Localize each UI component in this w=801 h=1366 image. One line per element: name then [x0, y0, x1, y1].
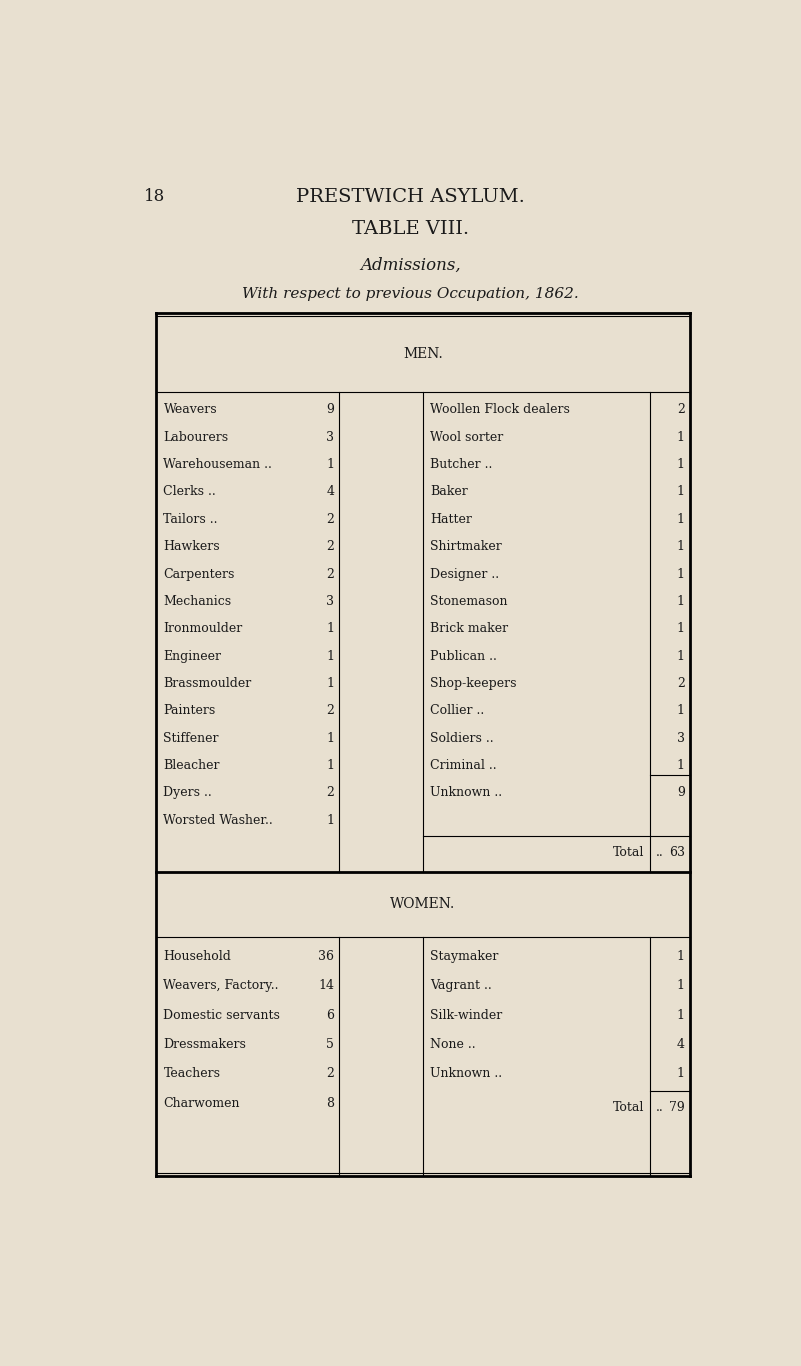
Text: Weavers: Weavers	[163, 403, 217, 417]
Text: Hawkers: Hawkers	[163, 540, 220, 553]
Text: Carpenters: Carpenters	[163, 567, 235, 581]
Text: 2: 2	[677, 678, 685, 690]
Text: Painters: Painters	[163, 705, 215, 717]
Text: 79: 79	[669, 1101, 685, 1113]
Text: 1: 1	[326, 458, 334, 471]
Text: PRESTWICH ASYLUM.: PRESTWICH ASYLUM.	[296, 189, 525, 206]
Text: Mechanics: Mechanics	[163, 594, 231, 608]
Text: Collier ..: Collier ..	[430, 705, 485, 717]
Text: Publican ..: Publican ..	[430, 650, 497, 663]
Text: Shop-keepers: Shop-keepers	[430, 678, 517, 690]
Text: Household: Household	[163, 949, 231, 963]
Text: TABLE VIII.: TABLE VIII.	[352, 220, 469, 238]
Text: Weavers, Factory..: Weavers, Factory..	[163, 979, 279, 992]
Text: Total: Total	[614, 1101, 645, 1113]
Text: Stiffener: Stiffener	[163, 732, 219, 744]
Text: 2: 2	[326, 1067, 334, 1081]
Text: Staymaker: Staymaker	[430, 949, 499, 963]
Text: Vagrant ..: Vagrant ..	[430, 979, 492, 992]
Text: Labourers: Labourers	[163, 430, 228, 444]
Text: Domestic servants: Domestic servants	[163, 1008, 280, 1022]
Text: 4: 4	[326, 485, 334, 499]
Text: Warehouseman ..: Warehouseman ..	[163, 458, 272, 471]
Text: Tailors ..: Tailors ..	[163, 512, 218, 526]
Text: Silk-winder: Silk-winder	[430, 1008, 502, 1022]
Text: ..: ..	[656, 847, 663, 859]
Text: 18: 18	[143, 189, 165, 205]
Text: Wool sorter: Wool sorter	[430, 430, 504, 444]
Text: 1: 1	[677, 705, 685, 717]
Text: 1: 1	[326, 678, 334, 690]
Text: 1: 1	[326, 814, 334, 826]
Text: Hatter: Hatter	[430, 512, 473, 526]
Text: Baker: Baker	[430, 485, 468, 499]
Text: 2: 2	[326, 567, 334, 581]
Text: 1: 1	[677, 1067, 685, 1081]
Text: 2: 2	[326, 540, 334, 553]
Text: 6: 6	[326, 1008, 334, 1022]
Text: 8: 8	[326, 1097, 334, 1111]
Text: Dyers ..: Dyers ..	[163, 787, 212, 799]
Text: Shirtmaker: Shirtmaker	[430, 540, 502, 553]
Text: 1: 1	[326, 650, 334, 663]
Text: 1: 1	[677, 594, 685, 608]
Text: Woollen Flock dealers: Woollen Flock dealers	[430, 403, 570, 417]
Text: Ironmoulder: Ironmoulder	[163, 623, 243, 635]
Text: Total: Total	[614, 847, 645, 859]
Text: 1: 1	[326, 732, 334, 744]
Text: 2: 2	[677, 403, 685, 417]
Text: 3: 3	[326, 594, 334, 608]
Text: Bleacher: Bleacher	[163, 759, 220, 772]
Text: Butcher ..: Butcher ..	[430, 458, 493, 471]
Text: 1: 1	[677, 1008, 685, 1022]
Text: 1: 1	[677, 567, 685, 581]
Text: With respect to previous Occupation, 1862.: With respect to previous Occupation, 186…	[242, 287, 579, 301]
Text: 3: 3	[326, 430, 334, 444]
Text: 1: 1	[677, 949, 685, 963]
Text: 1: 1	[677, 623, 685, 635]
Text: Teachers: Teachers	[163, 1067, 220, 1081]
Text: 36: 36	[318, 949, 334, 963]
Text: 1: 1	[677, 759, 685, 772]
Text: Engineer: Engineer	[163, 650, 221, 663]
Text: Soldiers ..: Soldiers ..	[430, 732, 494, 744]
Text: Criminal ..: Criminal ..	[430, 759, 497, 772]
Text: None ..: None ..	[430, 1038, 476, 1050]
Text: Designer ..: Designer ..	[430, 567, 500, 581]
Text: 1: 1	[677, 485, 685, 499]
Text: Dressmakers: Dressmakers	[163, 1038, 247, 1050]
Text: 63: 63	[669, 847, 685, 859]
Text: 9: 9	[677, 787, 685, 799]
Text: WOMEN.: WOMEN.	[390, 897, 456, 911]
Text: 1: 1	[677, 430, 685, 444]
Text: 3: 3	[677, 732, 685, 744]
Text: 1: 1	[677, 650, 685, 663]
Text: 2: 2	[326, 512, 334, 526]
Text: Clerks ..: Clerks ..	[163, 485, 216, 499]
Text: Worsted Washer..: Worsted Washer..	[163, 814, 273, 826]
Text: ..: ..	[656, 1101, 663, 1113]
Text: 5: 5	[326, 1038, 334, 1050]
Text: Brassmoulder: Brassmoulder	[163, 678, 252, 690]
Text: Unknown ..: Unknown ..	[430, 1067, 502, 1081]
Text: Unknown ..: Unknown ..	[430, 787, 502, 799]
Text: Stonemason: Stonemason	[430, 594, 508, 608]
Text: MEN.: MEN.	[403, 347, 443, 361]
Text: 1: 1	[326, 759, 334, 772]
Text: 2: 2	[326, 787, 334, 799]
Text: 1: 1	[677, 540, 685, 553]
Text: 1: 1	[677, 458, 685, 471]
Text: Charwomen: Charwomen	[163, 1097, 240, 1111]
Text: 1: 1	[677, 979, 685, 992]
Text: 4: 4	[677, 1038, 685, 1050]
Text: 1: 1	[677, 512, 685, 526]
Text: 9: 9	[326, 403, 334, 417]
Text: Admissions,: Admissions,	[360, 257, 461, 273]
Text: 14: 14	[318, 979, 334, 992]
Text: 2: 2	[326, 705, 334, 717]
Text: 1: 1	[326, 623, 334, 635]
Text: Brick maker: Brick maker	[430, 623, 509, 635]
